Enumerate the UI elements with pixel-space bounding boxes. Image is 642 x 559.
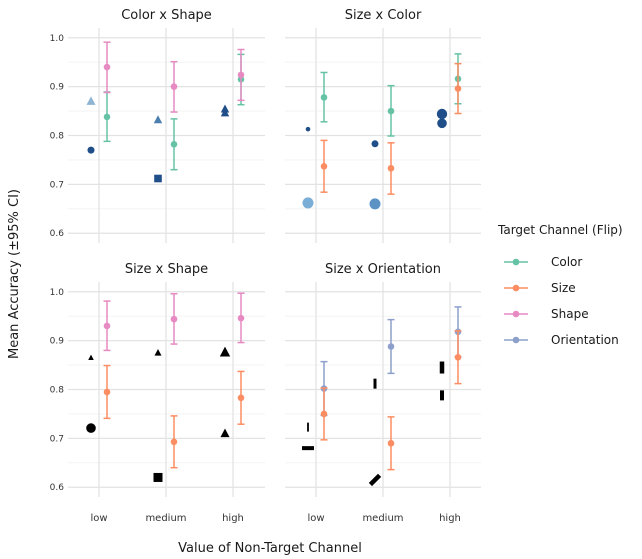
y-tick-label: 0.7 [50,434,64,444]
stimulus-marker-circle [305,126,311,132]
data-point-color [387,107,395,115]
x-tick-label: medium [362,513,403,524]
data-point-size [454,85,462,92]
data-point-shape [170,83,178,90]
legend-item-orientation: Orientation [504,333,619,347]
data-point-size [237,394,245,402]
stimulus-marker-triangle [219,346,231,357]
stimulus-marker-circle [371,140,379,148]
stimulus-marker-bar [302,446,314,451]
stimulus-marker-bar [307,422,309,432]
legend-title: Target Channel (Flip) [497,223,623,237]
panel-title: Size x Color [345,8,422,23]
legend-key-point [512,310,520,318]
legend-key-point [512,258,520,266]
panel-2: Size x Color [285,8,481,243]
stimulus-marker-circle [302,197,314,209]
y-tick-label: 0.9 [50,337,65,347]
x-tick-label: high [222,513,244,524]
stimulus-marker-triangle [88,354,94,360]
stimulus-marker-triangle [153,115,163,124]
panel-4: Size x Orientation low medium high [285,262,481,524]
data-point-shape [170,315,178,323]
legend-label: Size [551,281,576,295]
y-tick-label: 0.9 [50,83,65,93]
data-point-color [170,140,178,148]
stimulus-marker-square [153,472,163,482]
data-point-shape [237,71,245,79]
stimulus-marker-bar [440,390,444,401]
panel-3: Size x Shape 0.6 0.7 0.8 0.9 1.0 low medium high [50,262,265,524]
stimulus-marker-circle [87,146,95,154]
stimulus-marker-circle [369,198,381,210]
legend-key-point [512,336,520,344]
stimulus-marker-square [154,174,162,183]
y-tick-label: 0.6 [50,229,65,239]
panel-title: Size x Orientation [325,262,441,277]
legend-item-shape: Shape [504,307,589,321]
y-tick-label: 0.8 [50,386,65,396]
panel-title: Color x Shape [121,8,212,23]
stimulus-marker-bar [368,473,382,487]
panels-layer: Color x Shape 0.6 0.7 0.8 0.9 1.0 Size x Color… [50,8,481,524]
stimulus-marker-triangle [154,349,162,356]
stimulus-marker-circle [436,108,448,120]
data-point-size [387,439,395,447]
data-point-shape [103,63,111,71]
x-axis-title: Value of Non-Target Channel [178,541,362,556]
y-tick-label: 0.7 [50,180,64,190]
stimulus-marker-bar [373,378,377,389]
panel-title: Size x Shape [125,262,208,277]
data-point-color [103,113,111,121]
stimulus-marker-triangle [220,104,230,113]
legend-item-size: Size [504,281,576,295]
stimulus-marker-triangle [220,428,230,438]
y-tick-label: 0.8 [50,132,65,142]
y-tick-label: 1.0 [50,34,65,44]
data-point-size [454,353,462,361]
stimulus-marker-circle [86,423,96,433]
data-point-size [387,164,395,172]
x-tick-label: medium [145,513,186,524]
y-axis-title: Mean Accuracy (±95% CI) [7,189,22,359]
legend-label: Shape [551,307,589,321]
legend: Target Channel (Flip) Color Size Shape Orie… [497,223,623,347]
data-point-color [320,94,328,101]
data-point-shape [103,322,111,330]
data-point-size [320,162,328,170]
legend-key-point [512,284,520,292]
data-point-shape [237,314,245,322]
data-point-orientation [387,343,395,350]
stimulus-marker-bar [439,361,445,374]
stimulus-marker-circle [437,118,447,129]
x-tick-label: low [307,513,324,524]
legend-label: Orientation [551,333,619,347]
x-tick-label: low [90,513,107,524]
stimulus-marker-triangle [86,96,96,105]
data-point-size [320,410,328,418]
y-tick-label: 0.6 [50,483,65,493]
x-tick-label: high [439,513,461,524]
panel-1: Color x Shape 0.6 0.7 0.8 0.9 1.0 [50,8,265,243]
legend-item-color: Color [504,255,582,269]
legend-label: Color [551,255,582,269]
y-tick-label: 1.0 [50,288,65,298]
data-point-size [103,388,111,396]
data-point-size [170,438,178,446]
